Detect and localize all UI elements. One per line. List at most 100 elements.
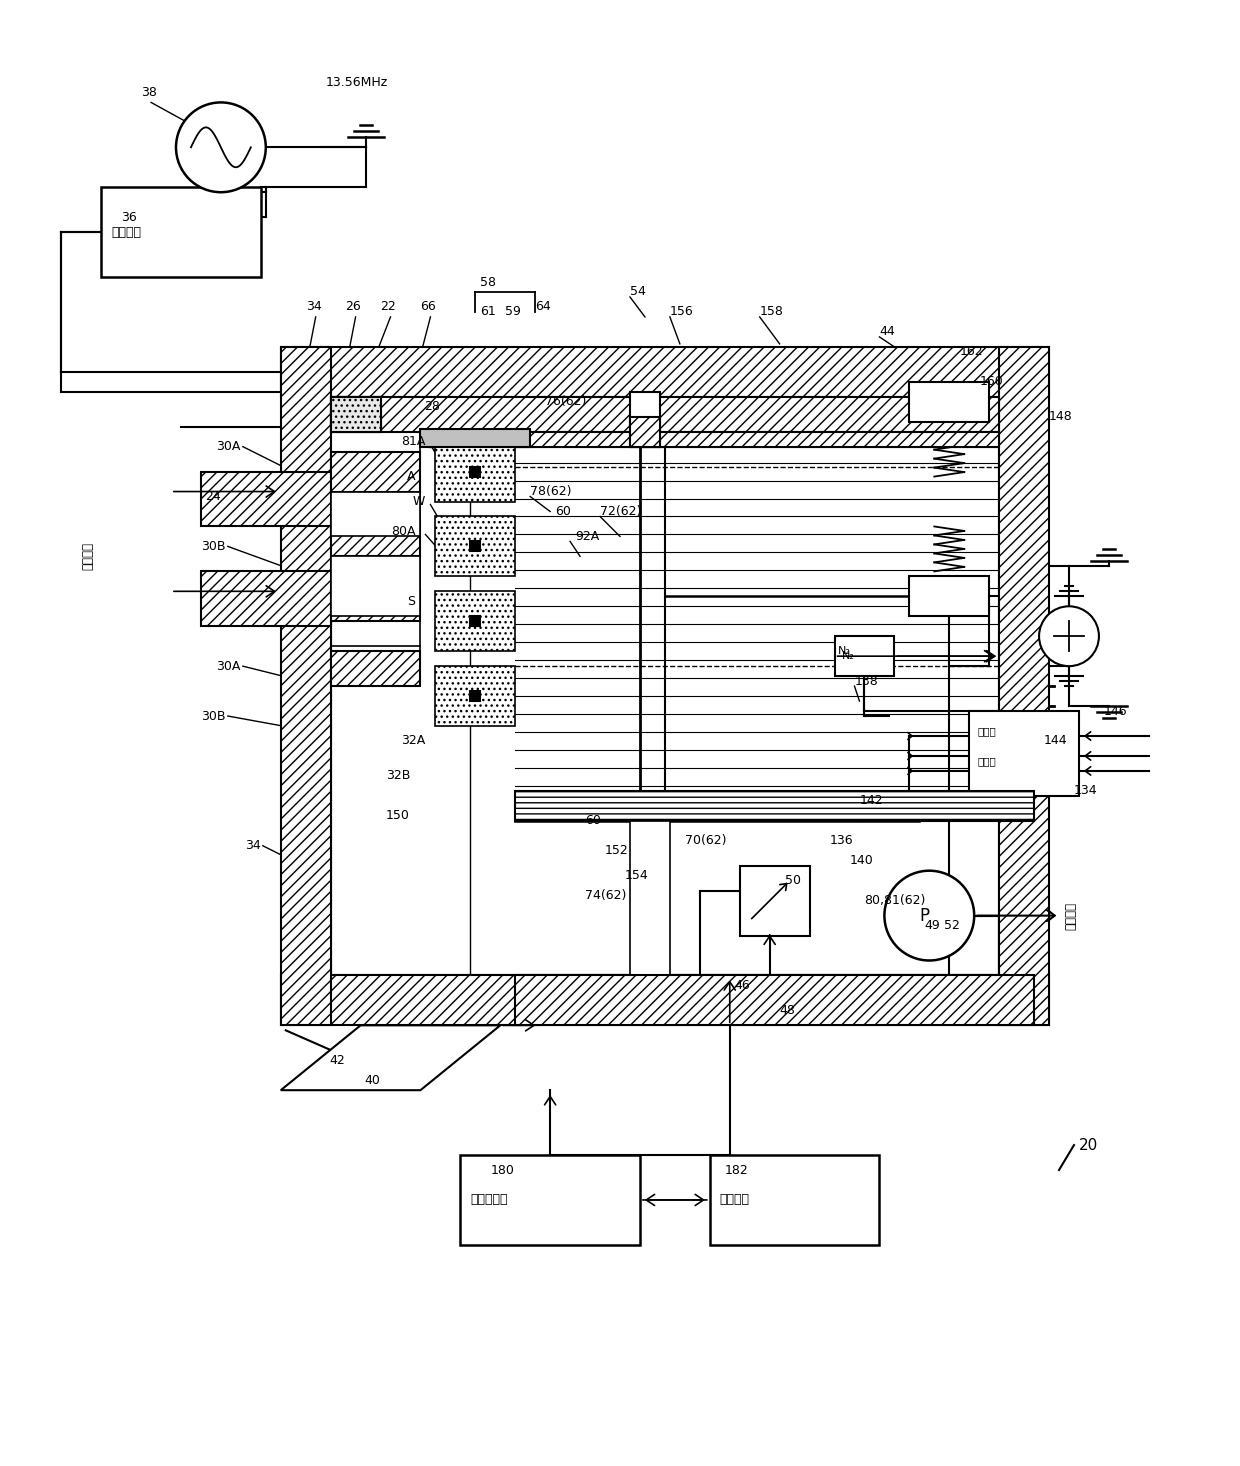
Text: 装置控制部: 装置控制部: [470, 1193, 508, 1207]
Text: 156: 156: [670, 305, 693, 318]
Bar: [280, 347, 1049, 397]
Text: 温控器: 温控器: [977, 756, 996, 765]
Text: 13.56MHz: 13.56MHz: [326, 76, 388, 89]
Text: 152: 152: [605, 844, 629, 858]
Text: 154: 154: [625, 869, 649, 883]
Text: 32B: 32B: [386, 770, 410, 783]
Text: 30A: 30A: [217, 440, 241, 453]
Bar: [331, 397, 381, 431]
Text: 匹配电路: 匹配电路: [112, 226, 141, 239]
Text: 22: 22: [381, 301, 397, 314]
Text: 59: 59: [505, 305, 521, 318]
Text: 52: 52: [945, 919, 960, 932]
Circle shape: [884, 871, 975, 960]
Text: 26: 26: [346, 301, 361, 314]
Text: A: A: [407, 471, 415, 484]
Text: 182: 182: [724, 1164, 749, 1177]
Bar: [470, 690, 480, 701]
Text: 处理气体: 处理气体: [81, 542, 94, 570]
Text: 64: 64: [536, 301, 551, 314]
Text: 158: 158: [760, 305, 784, 318]
Text: 66: 66: [420, 301, 436, 314]
Text: 78(62): 78(62): [531, 485, 572, 498]
Bar: [331, 452, 420, 491]
Text: 146: 146: [1104, 705, 1127, 717]
Text: 24: 24: [205, 490, 221, 503]
Text: 28: 28: [424, 400, 440, 413]
Text: 30A: 30A: [217, 660, 241, 673]
Text: N₂: N₂: [842, 651, 854, 661]
Bar: [435, 516, 516, 576]
Bar: [470, 466, 480, 476]
Bar: [999, 347, 1049, 1025]
Bar: [516, 975, 1034, 1025]
Text: N₂: N₂: [837, 647, 851, 657]
Circle shape: [1039, 607, 1099, 666]
Text: 148: 148: [1049, 410, 1073, 424]
Bar: [435, 591, 516, 651]
Bar: [709, 1155, 879, 1245]
Text: 76(62): 76(62): [546, 396, 587, 408]
Text: 150: 150: [386, 809, 409, 822]
Text: 48: 48: [780, 1004, 796, 1017]
Bar: [630, 391, 660, 447]
Bar: [331, 522, 420, 557]
Bar: [430, 431, 999, 447]
Text: 加热器: 加热器: [977, 726, 996, 736]
Bar: [420, 428, 531, 447]
Bar: [630, 416, 660, 447]
Text: 80A: 80A: [391, 525, 415, 538]
Text: 134: 134: [1074, 784, 1097, 798]
Bar: [331, 397, 381, 431]
Text: S: S: [408, 595, 415, 608]
Bar: [470, 616, 480, 626]
Text: 180: 180: [490, 1164, 515, 1177]
Text: P: P: [919, 906, 929, 925]
Bar: [331, 557, 420, 616]
Text: 58: 58: [480, 276, 496, 289]
Text: 80,81(62): 80,81(62): [864, 894, 926, 907]
Text: 30B: 30B: [201, 539, 226, 553]
Text: 162: 162: [960, 346, 983, 358]
Text: 54: 54: [630, 286, 646, 299]
Text: 44: 44: [879, 325, 895, 339]
Text: 61: 61: [480, 305, 496, 318]
Bar: [740, 866, 810, 935]
Text: 20: 20: [1079, 1138, 1099, 1152]
Bar: [435, 666, 516, 726]
Bar: [280, 347, 331, 1025]
Text: 50: 50: [785, 874, 801, 887]
Text: 真空排气: 真空排气: [1064, 902, 1078, 929]
Text: 34: 34: [246, 839, 260, 852]
Text: 42: 42: [330, 1054, 346, 1067]
Text: 36: 36: [122, 211, 136, 224]
Bar: [201, 472, 331, 526]
Text: W: W: [413, 496, 425, 509]
Bar: [516, 790, 1034, 821]
Text: 72(62): 72(62): [600, 504, 641, 517]
Bar: [909, 576, 990, 616]
Text: 34: 34: [306, 301, 321, 314]
Text: 160: 160: [980, 375, 1003, 388]
Bar: [435, 437, 516, 501]
Bar: [331, 651, 420, 686]
Text: 140: 140: [849, 855, 873, 868]
Text: 49: 49: [924, 919, 940, 932]
Text: 136: 136: [830, 834, 853, 847]
Text: 142: 142: [859, 795, 883, 808]
Text: 存储介质: 存储介质: [719, 1193, 750, 1207]
Bar: [331, 491, 420, 537]
Text: 81A: 81A: [401, 435, 425, 449]
Text: 92A: 92A: [575, 529, 599, 542]
Bar: [460, 1155, 640, 1245]
Text: 40: 40: [365, 1073, 381, 1086]
Polygon shape: [280, 1025, 500, 1091]
Bar: [331, 431, 500, 526]
Bar: [331, 591, 420, 622]
Bar: [102, 188, 260, 277]
Bar: [470, 541, 480, 551]
Text: 32A: 32A: [402, 734, 425, 748]
Text: 30B: 30B: [201, 710, 226, 723]
Text: 138: 138: [854, 674, 878, 688]
Text: 38: 38: [141, 86, 157, 98]
